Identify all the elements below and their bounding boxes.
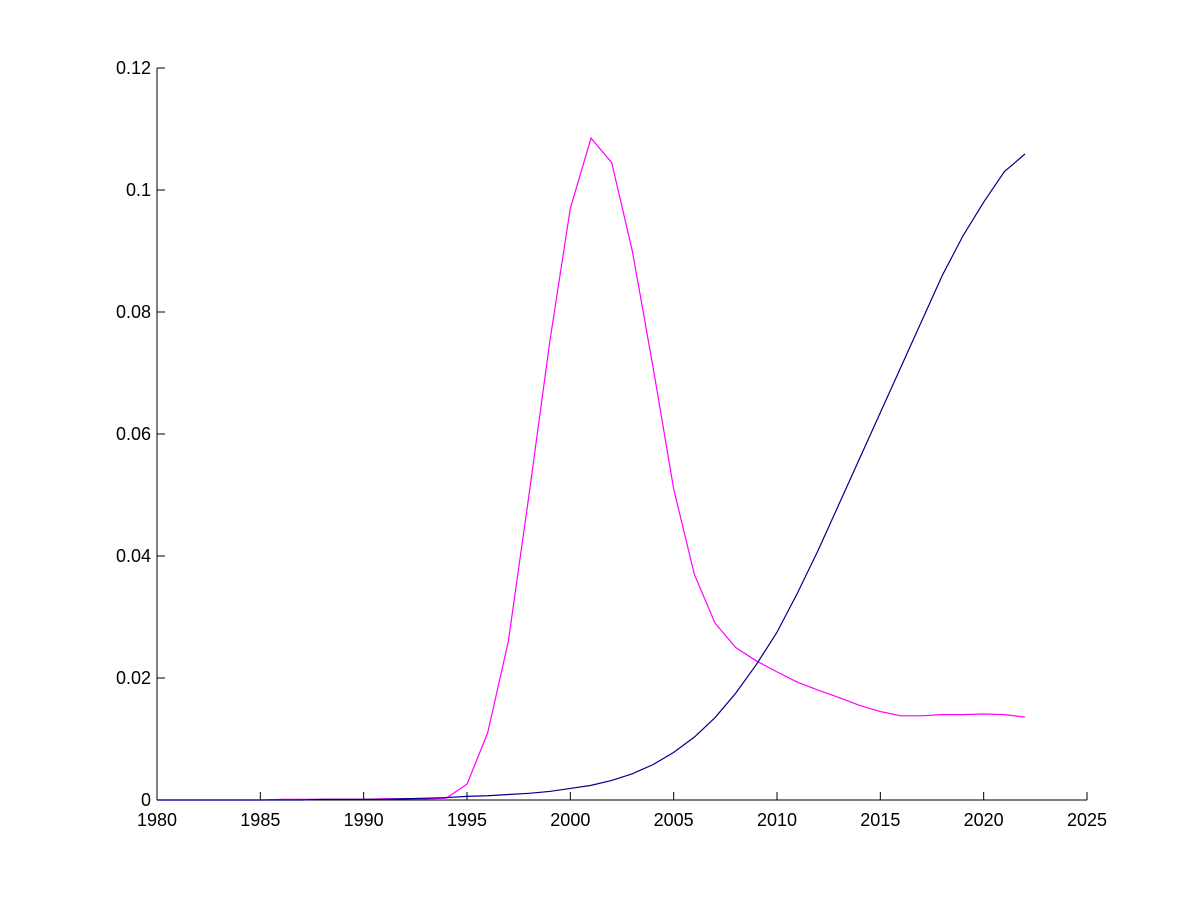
x-tick-label: 2010 — [757, 810, 797, 830]
y-tick-label: 0.1 — [126, 180, 151, 200]
x-tick-label: 2005 — [654, 810, 694, 830]
x-tick-label: 1995 — [447, 810, 487, 830]
series-line — [157, 136, 1026, 801]
y-tick-label: 0.12 — [116, 58, 151, 78]
y-tick-label: 0 — [141, 790, 151, 810]
x-tick-label: 2000 — [550, 810, 590, 830]
y-tick-label: 0.06 — [116, 424, 151, 444]
y-tick-label: 0.04 — [116, 546, 151, 566]
y-tick-label: 0.08 — [116, 302, 151, 322]
x-tick-label: 1990 — [344, 810, 384, 830]
y-tick-label: 0.02 — [116, 668, 151, 688]
x-tick-label: 1985 — [240, 810, 280, 830]
x-tick-label: 2015 — [860, 810, 900, 830]
x-tick-label: 2025 — [1067, 810, 1107, 830]
series-line — [157, 153, 1026, 801]
x-tick-label: 2020 — [964, 810, 1004, 830]
x-tick-label: 1980 — [137, 810, 177, 830]
